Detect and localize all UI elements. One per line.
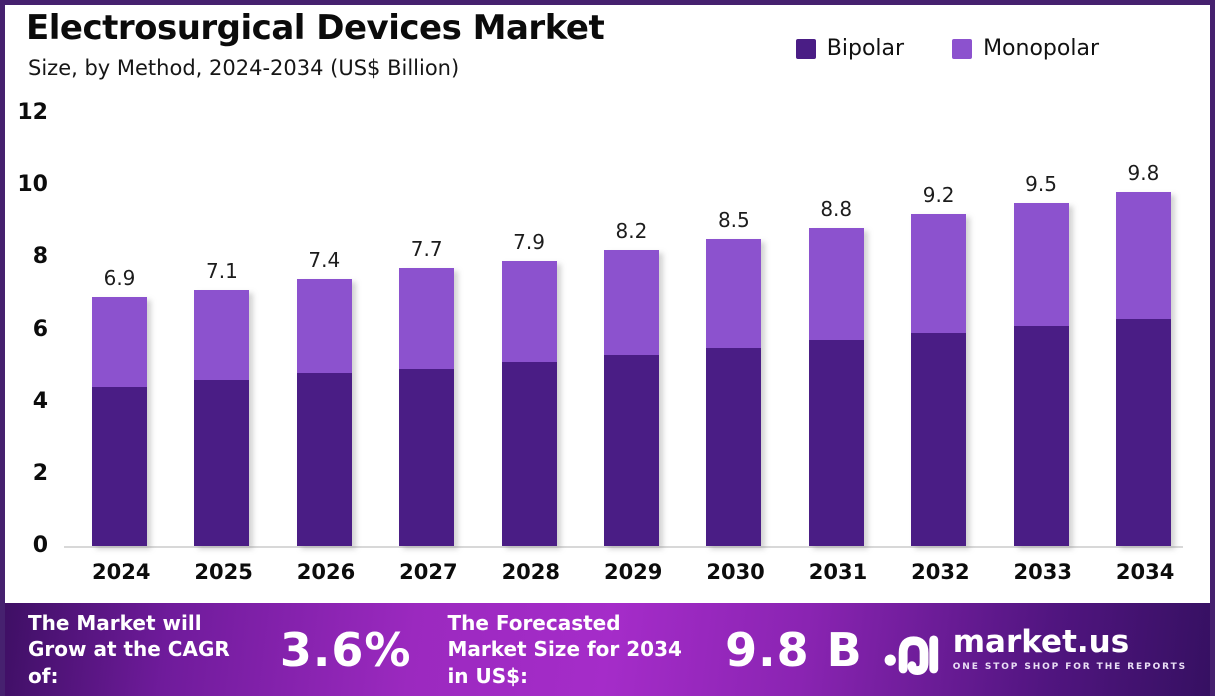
bar-stack-2028 (501, 260, 557, 546)
marketus-brand-name: market.us (952, 624, 1130, 660)
x-tick-2027: 2027 (399, 560, 458, 584)
bar-stack-2024 (92, 297, 147, 546)
bar-2025: 7.1 (194, 258, 250, 546)
legend-label: Bipolar (826, 36, 905, 61)
y-tick-8: 8 (32, 244, 48, 270)
bar-stack-2025 (194, 289, 250, 546)
x-tick-2031: 2031 (808, 560, 868, 584)
bar-stack-2026 (296, 279, 352, 546)
bar-stack-2034 (1115, 192, 1171, 546)
legend-swatch-monopolar (952, 38, 973, 59)
bar-2033: 9.5 (1013, 172, 1069, 546)
bar-segment-monopolar-2028 (501, 260, 557, 362)
bar-stack-2033 (1013, 203, 1069, 546)
bar-segment-monopolar-2030 (706, 239, 762, 348)
bar-segment-monopolar-2026 (296, 279, 352, 373)
bar-stack-2029 (603, 250, 659, 546)
bar-2032: 9.2 (911, 183, 967, 546)
cagr-label: The Market will Grow at the CAGR of: (28, 610, 230, 688)
bar-stack-2031 (808, 228, 864, 546)
bar-segment-bipolar-2027 (399, 369, 455, 546)
x-tick-2024: 2024 (92, 560, 151, 584)
bar-2030: 8.5 (706, 208, 762, 546)
bar-segment-monopolar-2033 (1013, 203, 1069, 326)
x-tick-2028: 2028 (501, 560, 561, 584)
bar-segment-monopolar-2034 (1115, 192, 1171, 319)
y-tick-6: 6 (32, 316, 48, 342)
marketus-brand: market.us ONE STOP SHOP FOR THE REPORTS (883, 619, 1187, 681)
x-axis-labels: 2024 2025 2026 2027 2028 2029 2030 2031 2032 2033… (70, 560, 1185, 584)
bar-segment-monopolar-2027 (399, 268, 455, 370)
x-tick-2032: 2032 (911, 560, 970, 584)
forecast-value: 9.8 B (725, 622, 863, 677)
bar-segment-monopolar-2029 (603, 250, 659, 355)
bar-segment-bipolar-2030 (706, 347, 762, 546)
bar-segment-bipolar-2029 (603, 354, 659, 546)
bar-total-label-2031: 8.8 (820, 197, 853, 222)
bar-total-label-2027: 7.7 (410, 237, 443, 262)
bar-segment-bipolar-2026 (296, 372, 352, 546)
y-tick-0: 0 (32, 533, 48, 558)
bar-total-label-2029: 8.2 (615, 219, 648, 244)
x-tick-2033: 2033 (1013, 560, 1072, 584)
marketus-logo-icon (883, 619, 941, 681)
legend-swatch-bipolar (795, 38, 816, 59)
bar-total-label-2024: 6.9 (103, 266, 136, 291)
y-tick-2: 2 (32, 460, 48, 486)
bar-total-label-2032: 9.2 (922, 183, 955, 208)
bar-segment-bipolar-2028 (501, 361, 557, 546)
x-axis-baseline (64, 546, 1183, 548)
bar-segment-bipolar-2024 (92, 387, 147, 546)
chart-title: Electrosurgical Devices Market (26, 8, 605, 48)
bar-segment-bipolar-2025 (194, 380, 250, 546)
chart-subtitle: Size, by Method, 2024-2034 (US$ Billion) (28, 56, 460, 80)
bar-2027: 7.7 (399, 237, 455, 546)
y-axis-tick-labels: 0 2 4 6 8 10 12 (0, 100, 56, 558)
marketus-brand-tagline: ONE STOP SHOP FOR THE REPORTS (952, 662, 1187, 672)
bar-segment-monopolar-2032 (911, 214, 967, 334)
legend-label: Monopolar (983, 36, 1099, 61)
x-tick-2034: 2034 (1115, 560, 1175, 584)
bar-total-label-2026: 7.4 (308, 248, 341, 272)
y-tick-12: 12 (17, 100, 48, 125)
bar-2026: 7.4 (296, 248, 352, 546)
x-tick-2030: 2030 (706, 560, 765, 584)
bar-total-label-2025: 7.1 (205, 258, 238, 283)
bar-stack-2032 (911, 214, 967, 546)
y-tick-10: 10 (17, 172, 48, 198)
bar-2031: 8.8 (808, 197, 864, 546)
bar-2028: 7.9 (501, 229, 557, 546)
bar-2029: 8.2 (603, 219, 659, 546)
bar-segment-bipolar-2032 (911, 333, 967, 546)
bar-segment-bipolar-2033 (1013, 325, 1069, 546)
bar-segment-bipolar-2034 (1115, 318, 1171, 546)
bar-segment-bipolar-2031 (808, 340, 864, 546)
plot-area: 6.9 7.1 7.4 7.7 7.9 8.2 8.5 8.8 9.2 9.5 9.8 (64, 113, 1185, 548)
bar-segment-monopolar-2025 (194, 289, 250, 381)
bar-segment-monopolar-2024 (92, 297, 147, 388)
legend-item-bipolar: Bipolar (795, 36, 905, 61)
bar-segment-monopolar-2031 (808, 228, 864, 341)
cagr-value: 3.6% (279, 622, 412, 677)
forecast-label: The Forecasted Market Size for 2034 in U… (447, 610, 682, 688)
x-tick-2029: 2029 (603, 560, 663, 584)
footer-banner: The Market will Grow at the CAGR of: 3.6… (0, 603, 1215, 696)
marketus-brand-text: market.us ONE STOP SHOP FOR THE REPORTS (952, 624, 1187, 673)
legend-item-monopolar: Monopolar (952, 36, 1099, 61)
x-tick-2026: 2026 (296, 560, 356, 584)
bar-stack-2027 (399, 268, 455, 546)
bar-2034: 9.8 (1115, 161, 1171, 546)
x-tick-2025: 2025 (194, 560, 253, 584)
bar-total-label-2034: 9.8 (1127, 161, 1160, 186)
bar-stack-2030 (706, 239, 762, 546)
y-tick-4: 4 (32, 388, 48, 414)
bar-total-label-2028: 7.9 (513, 229, 545, 254)
bar-2024: 6.9 (92, 266, 147, 546)
bar-total-label-2033: 9.5 (1025, 172, 1057, 197)
bar-series-container: 6.9 7.1 7.4 7.7 7.9 8.2 8.5 8.8 9.2 9.5 9.8 (70, 113, 1185, 546)
bar-total-label-2030: 8.5 (717, 208, 750, 233)
chart-legend: Bipolar Monopolar (795, 36, 1099, 61)
